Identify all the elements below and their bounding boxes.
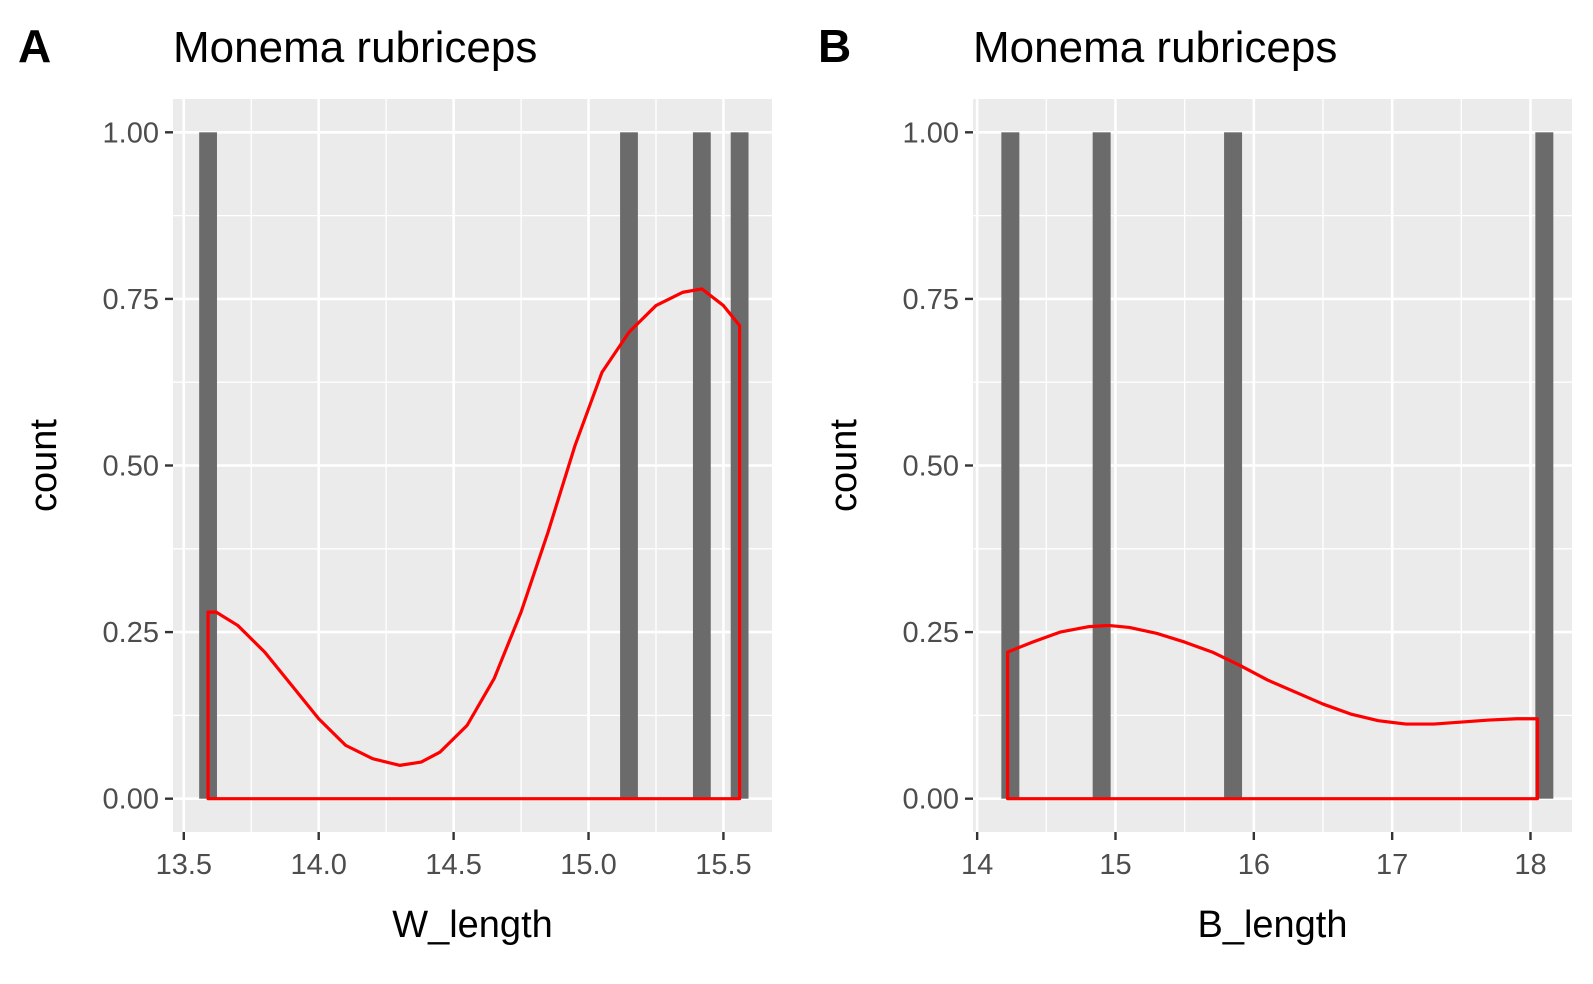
x-tick-label: 15.5 [695, 849, 751, 881]
y-tick-label: 0.25 [903, 617, 959, 649]
x-tick-label: 14 [961, 849, 993, 881]
x-tick-label: 18 [1514, 849, 1546, 881]
x-tick-label: 17 [1376, 849, 1408, 881]
y-tick-label: 1.00 [903, 117, 959, 149]
histogram-bar [692, 132, 711, 799]
y-axis-title: count [23, 419, 65, 512]
histogram-bar [1224, 132, 1243, 799]
y-tick-label: 0.50 [103, 451, 159, 483]
panel-title: Monema rubriceps [173, 23, 537, 72]
x-tick-label: 16 [1238, 849, 1270, 881]
x-axis-title: B_length [1197, 904, 1347, 946]
y-tick-label: 0.50 [903, 451, 959, 483]
y-tick-label: 0.25 [103, 617, 159, 649]
panel-title: Monema rubriceps [973, 23, 1337, 72]
x-tick-label: 15.0 [560, 849, 616, 881]
y-tick-label: 0.00 [903, 784, 959, 816]
x-tick-label: 15 [1099, 849, 1131, 881]
panel-a: 0.00 0.25 0.50 0.75 1.00 13.5 14.0 14.5 15.0 15.5… [18, 20, 772, 946]
density-curve [1005, 623, 1540, 801]
x-axis-title: W_length [392, 904, 553, 946]
histogram-bar [620, 132, 638, 799]
x-tick-label: 13.5 [156, 849, 212, 881]
y-tick-label: 0.75 [103, 284, 159, 316]
panel-tag: A [18, 20, 51, 72]
y-tick-label: 0.00 [103, 784, 159, 816]
histogram-bar [199, 132, 217, 799]
histogram-bar [1092, 132, 1111, 799]
histogram-bar [1535, 132, 1554, 799]
y-tick-label: 0.75 [903, 284, 959, 316]
y-tick-label: 1.00 [103, 117, 159, 149]
x-tick-label: 14.5 [425, 849, 481, 881]
panel-b: 0.00 0.25 0.50 0.75 1.00 14 15 16 17 18 B_length co… [818, 20, 1572, 946]
x-tick-label: 14.0 [290, 849, 346, 881]
y-axis-title: count [823, 419, 865, 512]
histogram-bar [1001, 132, 1020, 799]
density-curve [206, 287, 742, 801]
panel-tag: B [818, 20, 851, 72]
